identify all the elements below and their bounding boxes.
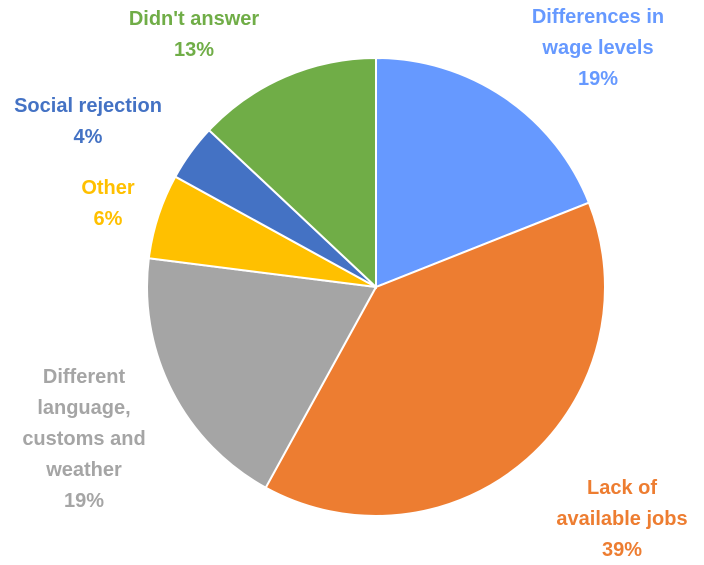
slice-label-line: wage levels — [541, 37, 653, 59]
slice-percent: 6% — [94, 208, 123, 230]
slice-percent: 13% — [174, 39, 214, 61]
slice-label-3: Other 6% — [81, 177, 135, 230]
slice-label-4: Social rejection 4% — [14, 95, 162, 148]
slice-label-line: weather — [45, 459, 122, 481]
slice-label-line: Different — [43, 366, 126, 388]
slice-label-line: Lack of — [587, 477, 657, 499]
slice-percent: 4% — [74, 126, 103, 148]
pie-slice-5 — [207, 56, 377, 290]
slice-label-line: language, — [37, 397, 130, 419]
pie-labels: Differences in wage levels 19% Lack of avail… — [14, 6, 688, 561]
pie-slice-1 — [264, 201, 606, 517]
slice-label-line: Social rejection — [14, 95, 162, 117]
slice-label-line: customs and — [22, 428, 145, 450]
slice-percent: 19% — [64, 490, 104, 512]
slice-percent: 19% — [578, 68, 618, 90]
pie-slices — [146, 56, 606, 517]
slice-label-2: Different language, customs and weather 19% — [22, 366, 145, 512]
slice-label-line: available jobs — [556, 508, 687, 530]
slice-percent: 39% — [602, 539, 642, 561]
slice-label-0: Differences in wage levels 19% — [532, 6, 664, 90]
slice-label-line: Didn't answer — [129, 8, 260, 30]
pie-slice-2 — [146, 257, 378, 490]
slice-label-1: Lack of available jobs 39% — [556, 477, 687, 561]
pie-slice-0 — [375, 56, 591, 289]
slice-label-5: Didn't answer 13% — [129, 8, 260, 61]
slice-label-line: Differences in — [532, 6, 664, 28]
slice-label-line: Other — [81, 177, 135, 199]
